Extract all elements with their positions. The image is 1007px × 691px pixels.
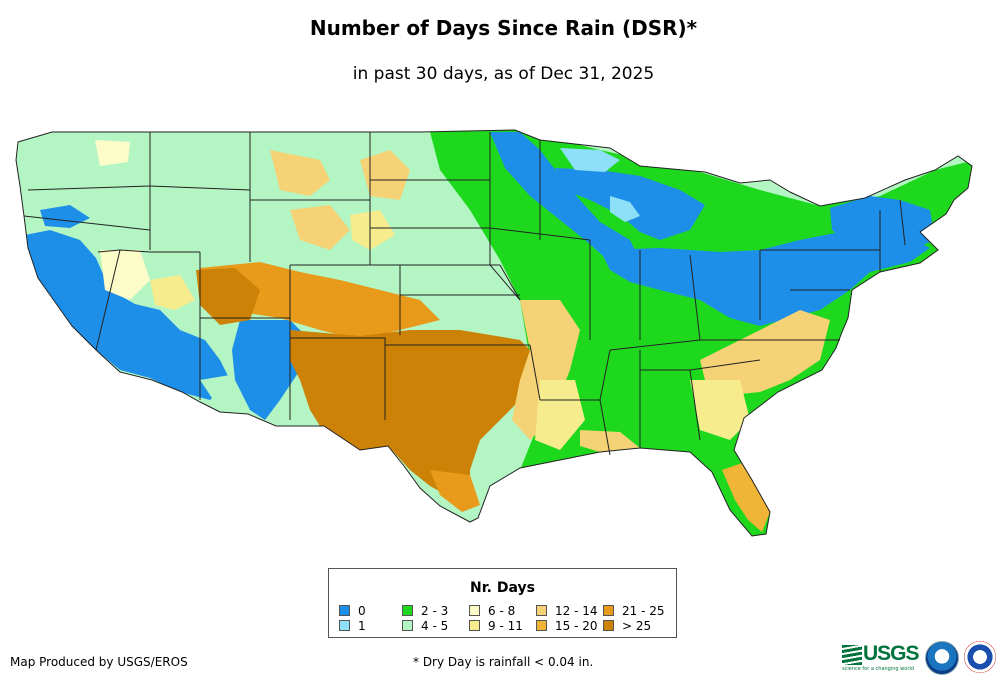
legend-swatch [536,620,547,631]
region-nm-over-25-days [196,268,260,325]
usgs-logo-text: USGS [863,642,920,665]
region-sd-9-11-days [350,210,395,250]
region-gulf-12-14-days [580,430,640,452]
legend-item-9-11: 9 - 11 [469,620,523,633]
legend-label: 15 - 20 [555,619,598,633]
legend-swatch [339,605,350,616]
legend-label: 9 - 11 [488,619,523,633]
region-arkansas-9-11-days [535,380,585,450]
legend-swatch [402,620,413,631]
region-florida-15-20-days [722,462,770,532]
legend-label: 2 - 3 [421,604,449,618]
legend-label: 4 - 5 [421,619,449,633]
legend-swatch [603,620,614,631]
map-subtitle: in past 30 days, as of Dec 31, 2025 [352,64,655,84]
region-montana-6-8-days [95,140,130,166]
usgs-tagline: science for a changing world [842,666,914,672]
region-mn-wi-0-days [490,132,640,262]
legend-item-15-20: 15 - 20 [536,620,598,633]
legend-item-6-8: 6 - 8 [469,605,515,618]
legend-label: > 25 [622,619,652,633]
legend-label: 12 - 14 [555,604,598,618]
legend-item-1: 1 [339,620,366,633]
region-georgia-9-11-days [690,380,750,440]
region-texas-coast-21-25-days [430,470,480,512]
region-southern-plains-over-25-days [290,330,540,505]
legend-label: 1 [358,619,366,633]
region-nevada-6-8-days [100,250,150,300]
legend-item-4-5: 4 - 5 [402,620,448,633]
us-dsr-map [15,129,973,537]
region-nd-12-14-days [360,150,410,200]
legend-swatch [469,605,480,616]
legend-item-2-3: 2 - 3 [402,605,448,618]
map-credit: Map Produced by USGS/EROS [10,655,188,669]
legend-swatch [603,605,614,616]
legend-swatch [469,620,480,631]
legend-label: 6 - 8 [488,604,516,618]
region-carolinas-12-14-days [700,310,830,395]
legend-item-12-14: 12 - 14 [536,605,598,618]
region-colorado-21-25-days [200,262,440,340]
legend-label: 0 [358,604,366,618]
legend-label: 21 - 25 [622,604,665,618]
map-legend: Nr. Days 0 1 2 - 3 4 - 5 6 - 8 9 - 11 12… [328,568,677,638]
dry-day-footnote: * Dry Day is rainfall < 0.04 in. [413,655,594,669]
region-california-0-days [20,230,230,400]
region-arizona-4-5-days [200,375,240,410]
region-utah-9-11-days [150,275,195,310]
region-lake-superior-1-day [560,148,620,172]
nws-logo-icon [964,641,996,673]
state-borders [15,129,973,537]
noaa-logo-icon [925,641,959,675]
region-newengland-0-days [830,196,935,252]
region-dakotas-12-14-days [270,150,330,196]
legend-swatch [536,605,547,616]
region-midwest-0-days [600,226,930,326]
legend-swatch [339,620,350,631]
legend-item-0: 0 [339,605,366,618]
legend-item-21-25: 21 - 25 [603,605,665,618]
usgs-logo: USGS science for a changing world [842,642,920,672]
legend-title: Nr. Days [470,580,535,596]
region-wyoming-12-14-days [290,205,350,250]
map-title: Number of Days Since Rain (DSR)* [309,16,698,40]
region-wi-1-day [610,196,640,222]
legend-item-over-25: > 25 [603,620,651,633]
usgs-wave-icon [842,645,862,665]
legend-swatch [402,605,413,616]
region-missouri-12-14-days [512,300,580,440]
